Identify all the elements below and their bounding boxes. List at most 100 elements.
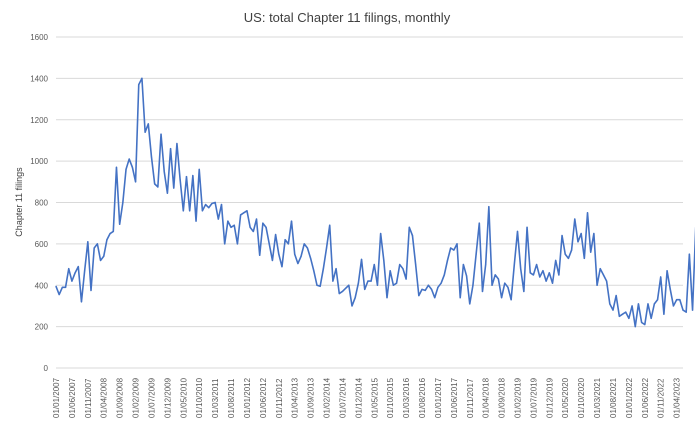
data-point bbox=[303, 243, 305, 245]
data-point bbox=[437, 286, 439, 288]
data-point bbox=[150, 156, 153, 158]
data-point bbox=[430, 288, 433, 290]
data-point bbox=[615, 294, 617, 297]
x-tick-label: 01/02/2009 bbox=[132, 377, 141, 418]
data-point bbox=[259, 254, 261, 256]
data-point bbox=[163, 170, 165, 173]
data-point bbox=[418, 294, 420, 297]
data-point bbox=[395, 282, 398, 284]
data-point bbox=[214, 201, 216, 204]
data-point bbox=[80, 301, 83, 303]
data-point bbox=[154, 183, 156, 185]
data-point bbox=[297, 262, 299, 265]
data-point bbox=[119, 223, 121, 225]
data-point bbox=[99, 259, 102, 262]
x-tick-label: 01/05/2015 bbox=[370, 377, 379, 418]
data-point bbox=[173, 187, 175, 189]
x-tick-label: 01/06/2017 bbox=[450, 377, 459, 418]
data-point bbox=[641, 321, 643, 324]
data-point bbox=[198, 168, 200, 170]
data-point bbox=[446, 259, 449, 262]
x-tick-label: 01/11/2017 bbox=[466, 378, 475, 418]
data-point bbox=[68, 268, 70, 270]
data-point bbox=[265, 226, 267, 228]
x-tick-label: 01/04/2018 bbox=[482, 377, 491, 418]
data-point bbox=[160, 133, 162, 135]
data-point bbox=[669, 288, 671, 290]
data-point bbox=[176, 142, 178, 145]
data-point bbox=[676, 299, 678, 301]
x-tick-label: 01/09/2008 bbox=[116, 377, 125, 418]
data-point bbox=[644, 323, 646, 326]
data-point bbox=[93, 247, 95, 249]
data-point bbox=[558, 274, 560, 276]
data-point bbox=[510, 299, 512, 301]
data-point bbox=[497, 278, 499, 280]
data-point bbox=[128, 158, 130, 160]
data-point bbox=[230, 226, 232, 228]
gridlines bbox=[56, 36, 683, 369]
x-tick-label: 01/03/2021 bbox=[593, 377, 602, 418]
data-point bbox=[637, 303, 640, 305]
data-point bbox=[131, 166, 133, 168]
data-point bbox=[526, 226, 528, 228]
x-tick-label: 01/09/2013 bbox=[307, 377, 316, 418]
data-point bbox=[660, 276, 662, 278]
data-point bbox=[332, 280, 334, 282]
data-point bbox=[246, 210, 248, 212]
data-point bbox=[376, 284, 379, 286]
data-point bbox=[529, 272, 531, 274]
data-point bbox=[656, 299, 659, 301]
y-tick-label: 600 bbox=[35, 240, 49, 249]
x-tick-label: 01/07/2019 bbox=[529, 377, 538, 418]
data-point bbox=[666, 270, 668, 272]
data-point bbox=[109, 232, 111, 235]
data-point bbox=[688, 253, 690, 255]
data-point bbox=[144, 131, 146, 133]
x-tick-label: 01/06/2012 bbox=[259, 377, 268, 418]
y-tick-label: 200 bbox=[35, 323, 49, 332]
x-tick-label: 01/01/2007 bbox=[52, 377, 61, 418]
data-point bbox=[106, 239, 108, 241]
data-point bbox=[271, 259, 274, 262]
data-point bbox=[469, 303, 471, 305]
y-tick-label: 1000 bbox=[30, 157, 48, 166]
data-point bbox=[481, 290, 484, 293]
data-point bbox=[488, 206, 490, 208]
data-point bbox=[71, 280, 73, 282]
x-tick-label: 01/10/2010 bbox=[195, 377, 204, 418]
data-point bbox=[290, 220, 293, 222]
data-point bbox=[217, 218, 219, 220]
data-point bbox=[169, 148, 172, 150]
data-point bbox=[335, 268, 337, 270]
data-point bbox=[287, 243, 289, 245]
data-point bbox=[580, 232, 582, 235]
data-point bbox=[593, 232, 595, 235]
data-point bbox=[399, 263, 401, 266]
data-point bbox=[586, 212, 589, 214]
data-point bbox=[227, 220, 229, 222]
data-point bbox=[494, 274, 496, 276]
data-point bbox=[157, 186, 159, 188]
data-point bbox=[341, 290, 344, 293]
data-point bbox=[682, 309, 684, 311]
data-point bbox=[571, 249, 573, 251]
data-point bbox=[354, 297, 356, 299]
x-tick-label: 01/09/2018 bbox=[498, 377, 507, 418]
data-point bbox=[90, 289, 92, 292]
x-tick-label: 01/03/2016 bbox=[402, 377, 411, 418]
data-point bbox=[147, 123, 149, 125]
data-point bbox=[325, 247, 328, 249]
data-point bbox=[319, 285, 321, 287]
data-point bbox=[475, 253, 477, 255]
data-point bbox=[300, 255, 302, 257]
data-point bbox=[606, 280, 608, 282]
x-tick-label: 01/11/2012 bbox=[275, 378, 284, 418]
data-point bbox=[252, 230, 254, 233]
data-point bbox=[255, 218, 258, 220]
data-point bbox=[628, 317, 630, 319]
data-point bbox=[548, 272, 550, 274]
x-tick-label: 01/02/2019 bbox=[513, 377, 522, 418]
data-point bbox=[281, 266, 283, 268]
